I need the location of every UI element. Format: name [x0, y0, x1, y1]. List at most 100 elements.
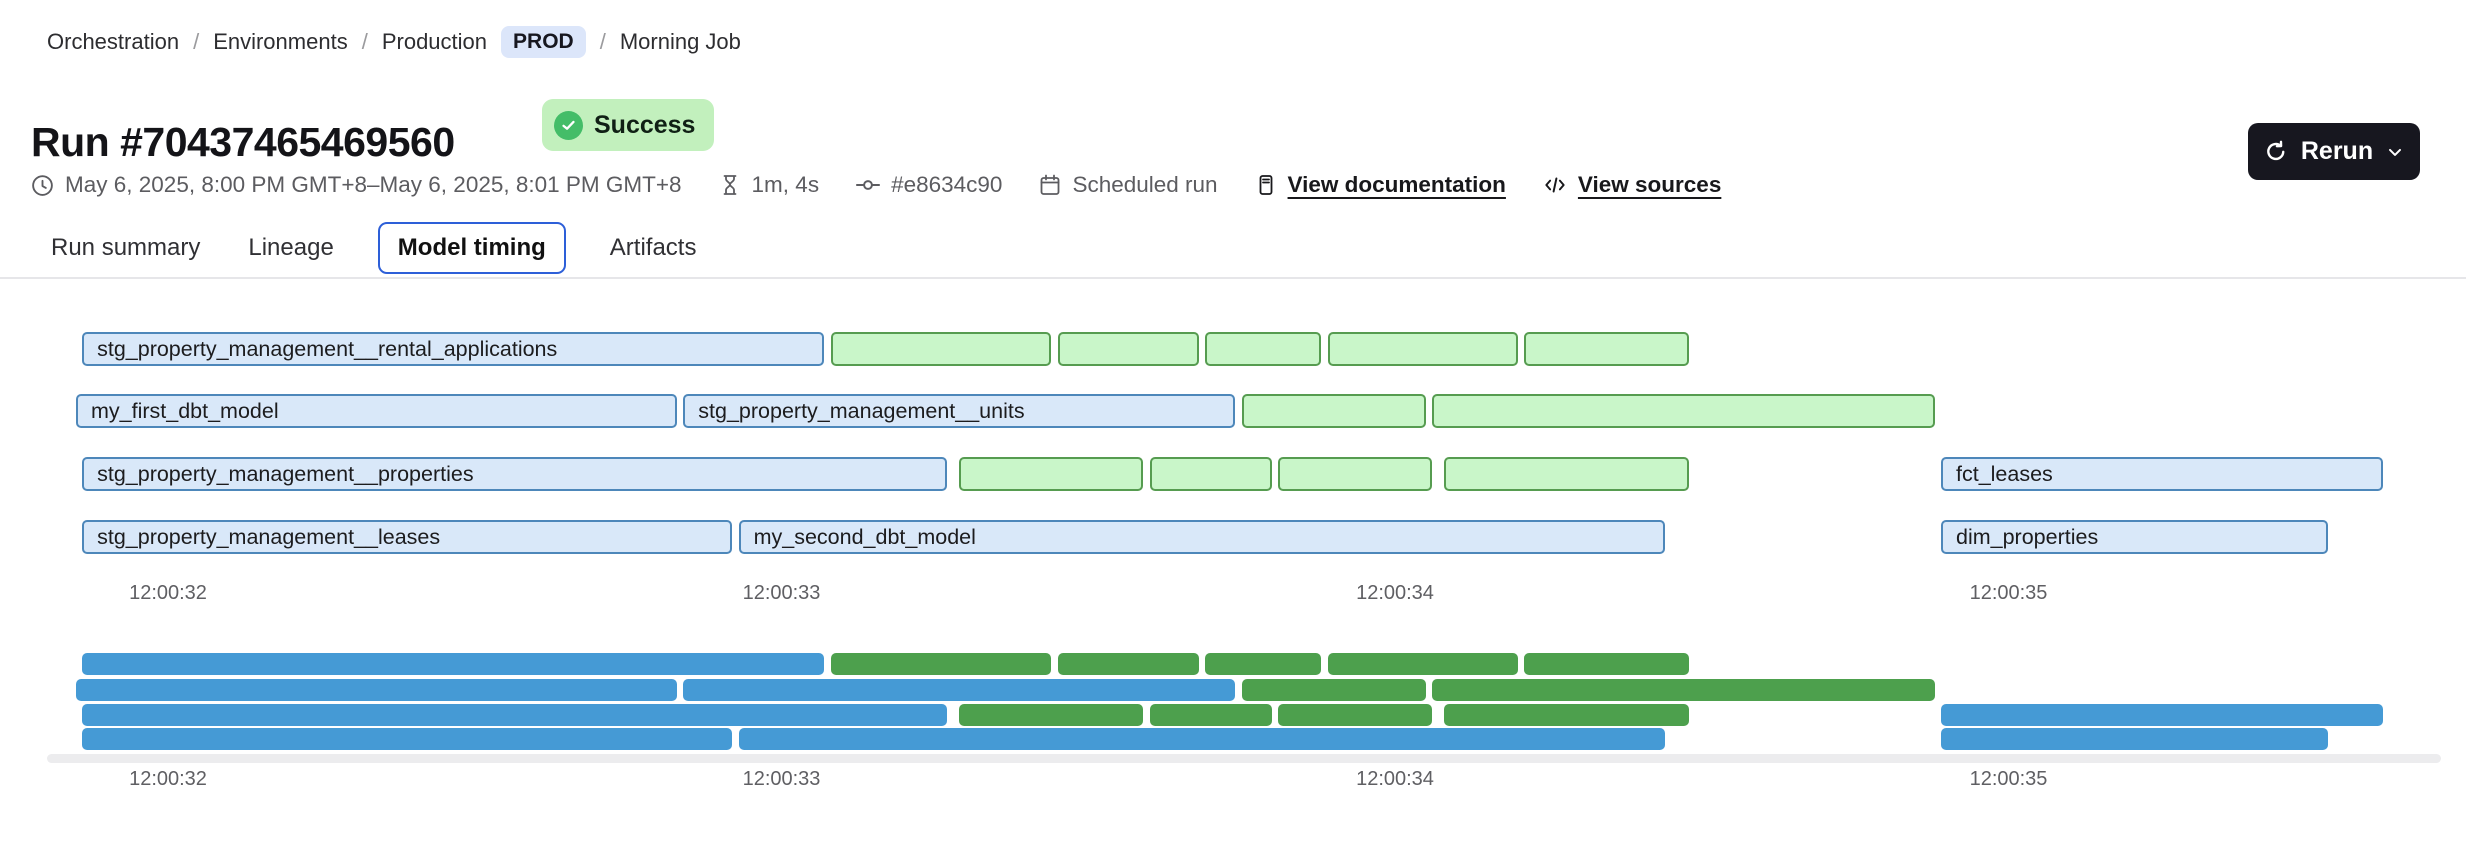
- tab-artifacts[interactable]: Artifacts: [609, 234, 697, 261]
- gantt-bar[interactable]: stg_property_management__rental_applicat…: [82, 332, 825, 366]
- gantt-bar[interactable]: [1327, 332, 1518, 366]
- minimap-bar: [1204, 653, 1322, 675]
- page-title: Run #70437465469560: [31, 119, 455, 166]
- minimap-bar: [1149, 704, 1273, 726]
- code-icon: [1542, 172, 1568, 198]
- calendar-icon: [1038, 173, 1062, 197]
- run-time-range-text: May 6, 2025, 8:00 PM GMT+8–May 6, 2025, …: [65, 172, 682, 197]
- gantt-bar[interactable]: [830, 332, 1052, 366]
- gantt-bar[interactable]: [1149, 457, 1273, 491]
- tab-lineage[interactable]: Lineage: [248, 234, 334, 261]
- minimap-bar: [683, 679, 1236, 701]
- clock-icon: [30, 173, 55, 198]
- run-trigger-text: Scheduled run: [1072, 172, 1218, 197]
- gantt-bar[interactable]: my_second_dbt_model: [738, 520, 1665, 554]
- x-axis-tick-label: 12:00:33: [742, 768, 821, 790]
- minimap-bar: [82, 728, 733, 750]
- minimap-bar: [959, 704, 1144, 726]
- view-documentation-link[interactable]: View documentation: [1254, 172, 1506, 198]
- tab-model-timing[interactable]: Model timing: [377, 222, 566, 274]
- hourglass-icon: [718, 173, 742, 197]
- x-axis-tick-label: 12:00:34: [1356, 768, 1434, 790]
- rerun-button[interactable]: Rerun: [2248, 123, 2420, 180]
- gantt-bar-label: my_second_dbt_model: [753, 525, 976, 549]
- gantt-bar[interactable]: stg_property_management__leases: [82, 520, 733, 554]
- view-documentation-text: View documentation: [1287, 172, 1506, 197]
- gantt-bar[interactable]: [1444, 457, 1690, 491]
- minimap-bar: [1523, 653, 1690, 675]
- environment-badge: PROD: [501, 26, 586, 58]
- minimap-bar: [738, 728, 1665, 750]
- gantt-bar[interactable]: my_first_dbt_model: [76, 394, 678, 428]
- view-sources-link[interactable]: View sources: [1542, 172, 1721, 198]
- minimap-bar: [82, 704, 948, 726]
- gantt-bar-label: fct_leases: [1956, 462, 2053, 486]
- minimap-bar: [830, 653, 1052, 675]
- gantt-bar-label: stg_property_management__properties: [97, 462, 474, 486]
- minimap-bar: [1057, 653, 1199, 675]
- gantt-bar[interactable]: fct_leases: [1941, 457, 2383, 491]
- breadcrumb-separator: /: [361, 29, 368, 54]
- gantt-bar-label: dim_properties: [1956, 525, 2099, 549]
- success-check-icon: [554, 110, 583, 140]
- x-axis-tick-label: 12:00:32: [129, 768, 207, 790]
- minimap-bar: [76, 679, 678, 701]
- minimap-bar: [1941, 704, 2383, 726]
- minimap-bar: [1241, 679, 1426, 701]
- status-label: Success: [594, 110, 696, 139]
- rerun-label: Rerun: [2300, 137, 2374, 165]
- breadcrumb-morning-job[interactable]: Morning Job: [619, 29, 741, 54]
- gantt-bar-label: stg_property_management__rental_applicat…: [97, 337, 558, 361]
- run-commit-text: #e8634c90: [891, 172, 1003, 197]
- tabs-divider: [0, 277, 2466, 279]
- x-axis-tick-label: 12:00:32: [129, 582, 207, 604]
- gantt-bar[interactable]: stg_property_management__units: [683, 394, 1236, 428]
- gantt-bar[interactable]: [1204, 332, 1322, 366]
- gantt-bar[interactable]: dim_properties: [1941, 520, 2328, 554]
- gantt-bar[interactable]: [1431, 394, 1935, 428]
- gantt-bar-label: stg_property_management__units: [698, 399, 1025, 423]
- run-time-range: May 6, 2025, 8:00 PM GMT+8–May 6, 2025, …: [30, 172, 682, 198]
- breadcrumb-environments[interactable]: Environments: [213, 29, 348, 54]
- breadcrumb-separator: /: [193, 29, 200, 54]
- gantt-bar[interactable]: [959, 457, 1144, 491]
- git-commit-icon: [855, 172, 881, 198]
- minimap-bar: [1941, 728, 2328, 750]
- run-commit: #e8634c90: [855, 172, 1002, 198]
- run-metadata: May 6, 2025, 8:00 PM GMT+8–May 6, 2025, …: [30, 172, 1721, 198]
- tab-run-summary[interactable]: Run summary: [51, 234, 201, 261]
- document-icon: [1254, 173, 1278, 197]
- gantt-bar[interactable]: [1523, 332, 1690, 366]
- minimap-bar: [1278, 704, 1432, 726]
- gantt-bar-label: my_first_dbt_model: [91, 399, 279, 423]
- minimap-bar: [1327, 653, 1518, 675]
- x-axis-tick-label: 12:00:34: [1356, 582, 1434, 604]
- breadcrumb-orchestration[interactable]: Orchestration: [47, 29, 180, 54]
- gantt-bar[interactable]: [1057, 332, 1199, 366]
- breadcrumb: Orchestration / Environments / Productio…: [47, 26, 741, 58]
- minimap-scroll-track[interactable]: [47, 754, 2441, 763]
- minimap-bar: [82, 653, 825, 675]
- breadcrumb-separator: /: [599, 29, 606, 54]
- run-duration: 1m, 4s: [718, 172, 820, 198]
- run-duration-text: 1m, 4s: [751, 172, 820, 197]
- minimap-bar: [1431, 679, 1935, 701]
- minimap-bar: [1444, 704, 1690, 726]
- breadcrumb-production[interactable]: Production: [381, 29, 488, 54]
- x-axis-tick-label: 12:00:35: [1969, 582, 2048, 604]
- gantt-bar-label: stg_property_management__leases: [97, 525, 441, 549]
- gantt-bar[interactable]: [1241, 394, 1426, 428]
- x-axis-tick-label: 12:00:35: [1969, 768, 2048, 790]
- run-trigger: Scheduled run: [1038, 172, 1218, 198]
- chevron-down-icon[interactable]: [2385, 142, 2405, 162]
- run-tabs: Run summary Lineage Model timing Artifac…: [47, 222, 700, 274]
- refresh-icon: [2263, 139, 2289, 165]
- gantt-bar[interactable]: stg_property_management__properties: [82, 457, 948, 491]
- status-badge: Success: [542, 99, 715, 151]
- gantt-bar[interactable]: [1278, 457, 1432, 491]
